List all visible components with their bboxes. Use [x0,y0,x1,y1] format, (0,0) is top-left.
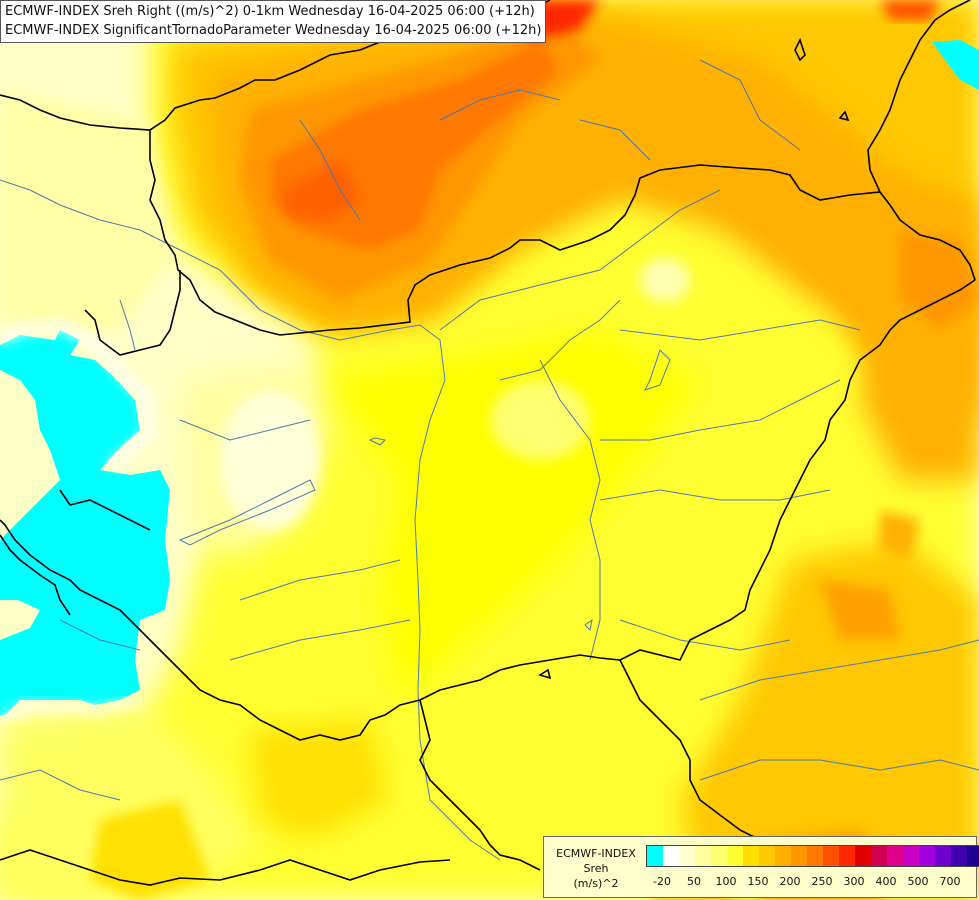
legend-color-scale [646,845,979,867]
legend-title-line-3: (m/s)^2 [573,877,619,890]
color-legend: ECMWF-INDEX Sreh (m/s)^2 -20 50 100 150 200 2… [543,836,979,898]
legend-tick-label: 250 [811,875,833,888]
legend-tick-label: 500 [907,875,929,888]
legend-swatch [887,846,903,866]
legend-swatch [647,846,663,866]
legend-swatch [759,846,775,866]
legend-swatch [919,846,935,866]
legend-swatch [663,846,679,866]
legend-swatch [839,846,855,866]
legend-swatch [743,846,759,866]
legend-swatch [903,846,919,866]
legend-swatch [935,846,951,866]
legend-swatch [679,846,695,866]
rivers [0,59,979,861]
legend-tick-labels: -20 50 100 150 200 250 300 400 500 700 [646,875,976,891]
legend-swatch [711,846,727,866]
legend-swatch [727,846,743,866]
legend-tick-label: 700 [939,875,961,888]
legend-swatch [951,846,967,866]
legend-swatch [775,846,791,866]
legend-tick-label: 300 [843,875,865,888]
legend-title: ECMWF-INDEX Sreh (m/s)^2 [550,846,642,891]
legend-swatch [871,846,887,866]
legend-tick-label: 400 [875,875,897,888]
legend-swatch [791,846,807,866]
title-line-1: ECMWF-INDEX Sreh Right ((m/s)^2) 0-1km W… [5,4,535,19]
legend-swatch [967,846,979,866]
legend-title-line-1: ECMWF-INDEX [556,847,636,860]
legend-swatch [807,846,823,866]
legend-tick-label: 200 [779,875,801,888]
legend-swatch [695,846,711,866]
legend-title-line-2: Sreh [583,862,609,875]
map-title-box: ECMWF-INDEX Sreh Right ((m/s)^2) 0-1km W… [0,0,547,43]
legend-swatch [855,846,871,866]
negative-helicity-region [0,40,979,724]
legend-tick-label: -20 [653,875,671,888]
legend-tick-label: 100 [715,875,737,888]
legend-tick-label: 150 [747,875,769,888]
title-line-2: ECMWF-INDEX SignificantTornadoParameter … [5,23,542,38]
legend-tick-label: 50 [687,875,701,888]
legend-swatch [823,846,839,866]
